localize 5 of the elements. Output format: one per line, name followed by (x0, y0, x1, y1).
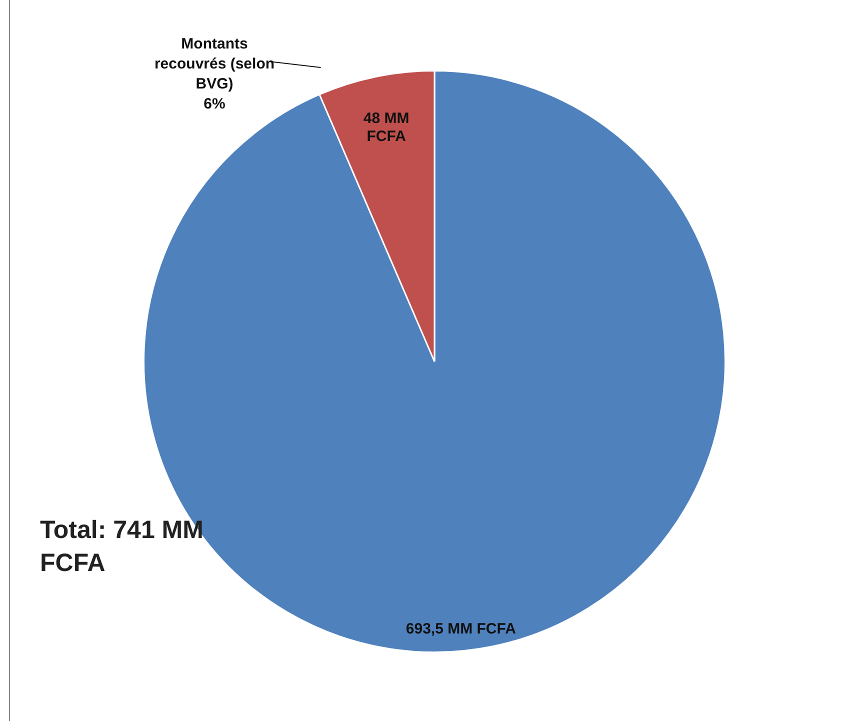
data-label: 693,5 MM FCFA (406, 620, 516, 638)
data-label: 48 MM FCFA (363, 110, 410, 146)
slice-label: Montants recouvrés (selon BVG) (154, 36, 275, 93)
text: Total: 741 MM FCFA (40, 515, 204, 579)
text: 6% (204, 96, 226, 113)
